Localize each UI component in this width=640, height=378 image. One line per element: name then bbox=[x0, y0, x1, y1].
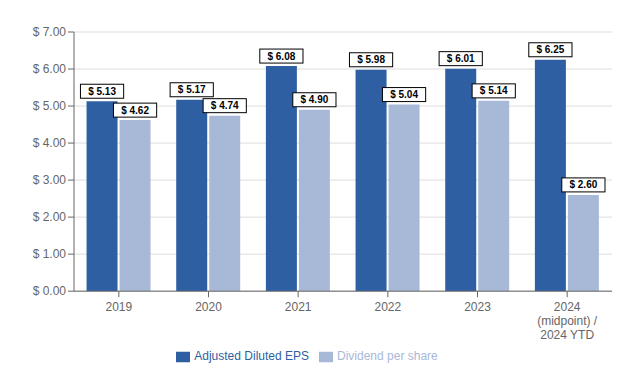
svg-text:$ 4.00: $ 4.00 bbox=[33, 136, 67, 150]
svg-text:$ 2.00: $ 2.00 bbox=[33, 210, 67, 224]
svg-text:$ 5.14: $ 5.14 bbox=[480, 85, 508, 96]
svg-text:2019: 2019 bbox=[105, 300, 132, 314]
svg-text:2021: 2021 bbox=[285, 300, 312, 314]
svg-text:$ 0.00: $ 0.00 bbox=[33, 284, 67, 298]
svg-text:$ 5.98: $ 5.98 bbox=[357, 54, 385, 65]
svg-text:$ 5.13: $ 5.13 bbox=[88, 86, 116, 97]
svg-text:$ 1.00: $ 1.00 bbox=[33, 247, 67, 261]
svg-text:$ 6.08: $ 6.08 bbox=[267, 51, 295, 62]
svg-text:$ 5.17: $ 5.17 bbox=[178, 84, 206, 95]
svg-text:$ 3.00: $ 3.00 bbox=[33, 173, 67, 187]
svg-text:2022: 2022 bbox=[374, 300, 401, 314]
svg-text:$ 7.00: $ 7.00 bbox=[33, 25, 67, 39]
svg-text:$ 6.00: $ 6.00 bbox=[33, 62, 67, 76]
html-text:Dividend per share: Dividend per share bbox=[337, 349, 438, 364]
svg-text:$ 2.60: $ 2.60 bbox=[569, 179, 597, 190]
svg-text:2020: 2020 bbox=[195, 300, 222, 314]
svg-text:2023: 2023 bbox=[464, 300, 491, 314]
svg-text:$ 5.00: $ 5.00 bbox=[33, 99, 67, 113]
svg-text:$ 5.04: $ 5.04 bbox=[390, 89, 418, 100]
svg-text:2024(midpoint) /2024 YTD: 2024(midpoint) /2024 YTD bbox=[537, 300, 598, 342]
svg-text:$ 6.25: $ 6.25 bbox=[536, 44, 564, 55]
html-text:Adjusted Diluted EPS: Adjusted Diluted EPS bbox=[194, 349, 309, 364]
svg-text:$ 6.01: $ 6.01 bbox=[447, 53, 475, 64]
svg-text:$ 4.74: $ 4.74 bbox=[211, 100, 239, 111]
svg-text:$ 4.90: $ 4.90 bbox=[300, 94, 328, 105]
svg-text:$ 4.62: $ 4.62 bbox=[121, 105, 149, 116]
